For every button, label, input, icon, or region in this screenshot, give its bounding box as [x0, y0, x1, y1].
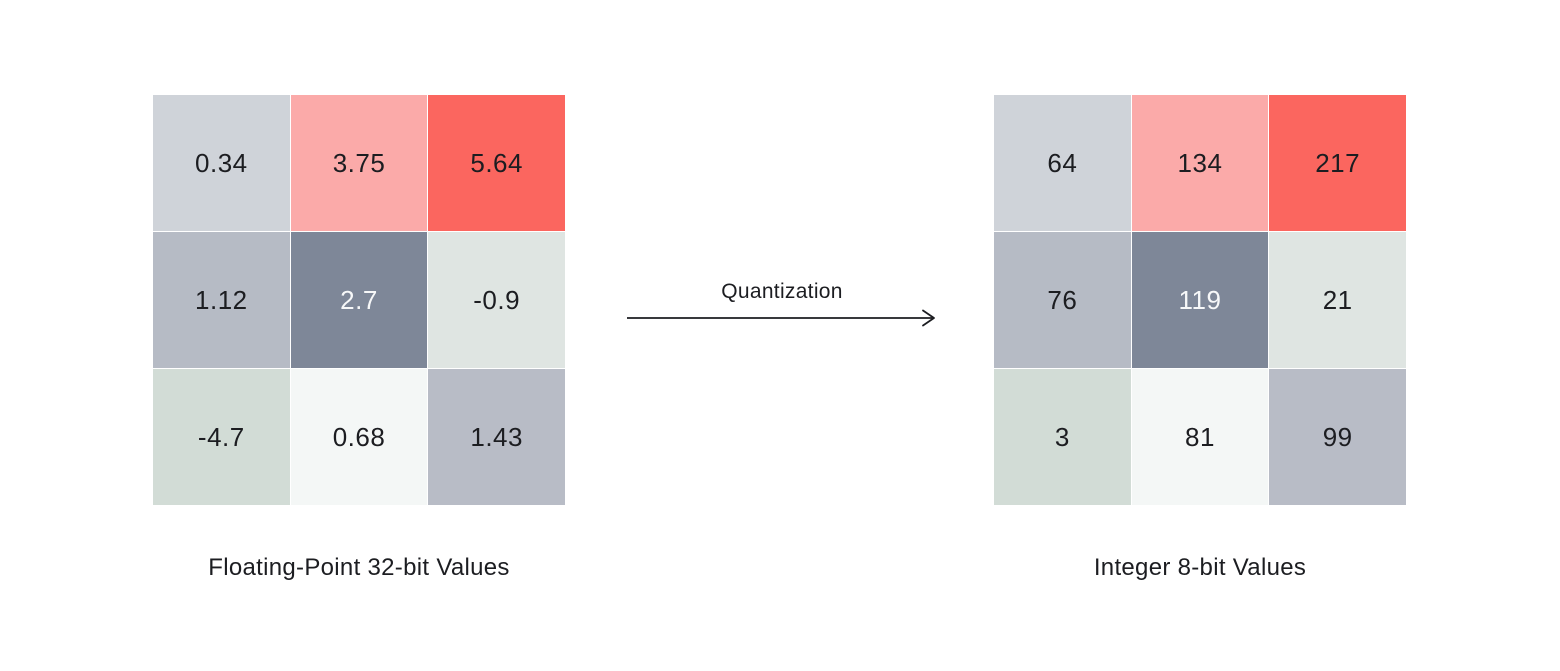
matrix-cell: -4.7 [153, 369, 290, 505]
fp32-matrix-caption: Floating-Point 32-bit Values [208, 554, 510, 581]
matrix-cell: 0.34 [153, 95, 290, 231]
quantization-arrow-label: Quantization [721, 280, 843, 303]
matrix-cell: -0.9 [428, 232, 565, 368]
matrix-cell: 3 [994, 369, 1131, 505]
matrix-cell: 134 [1131, 95, 1269, 231]
matrix-cell: 81 [1131, 369, 1269, 505]
matrix-cell: 3.75 [290, 95, 428, 231]
matrix-cell: 2.7 [290, 232, 428, 368]
matrix-cell: 1.12 [153, 232, 290, 368]
matrix-cell: 1.43 [428, 369, 565, 505]
matrix-cell: 76 [994, 232, 1131, 368]
matrix-cell: 119 [1131, 232, 1269, 368]
matrix-cell: 217 [1269, 95, 1406, 231]
quantization-arrow [627, 309, 935, 327]
matrix-cell: 0.68 [290, 369, 428, 505]
matrix-cell: 64 [994, 95, 1131, 231]
fp32-matrix: 0.34 3.75 5.64 1.12 2.7 -0.9 -4.7 0.68 1… [153, 95, 565, 505]
int8-matrix-caption: Integer 8-bit Values [1093, 554, 1307, 581]
matrix-cell: 5.64 [428, 95, 565, 231]
matrix-cell: 21 [1269, 232, 1406, 368]
matrix-cell: 99 [1269, 369, 1406, 505]
int8-matrix: 64 134 217 76 119 21 3 81 99 [994, 95, 1406, 505]
